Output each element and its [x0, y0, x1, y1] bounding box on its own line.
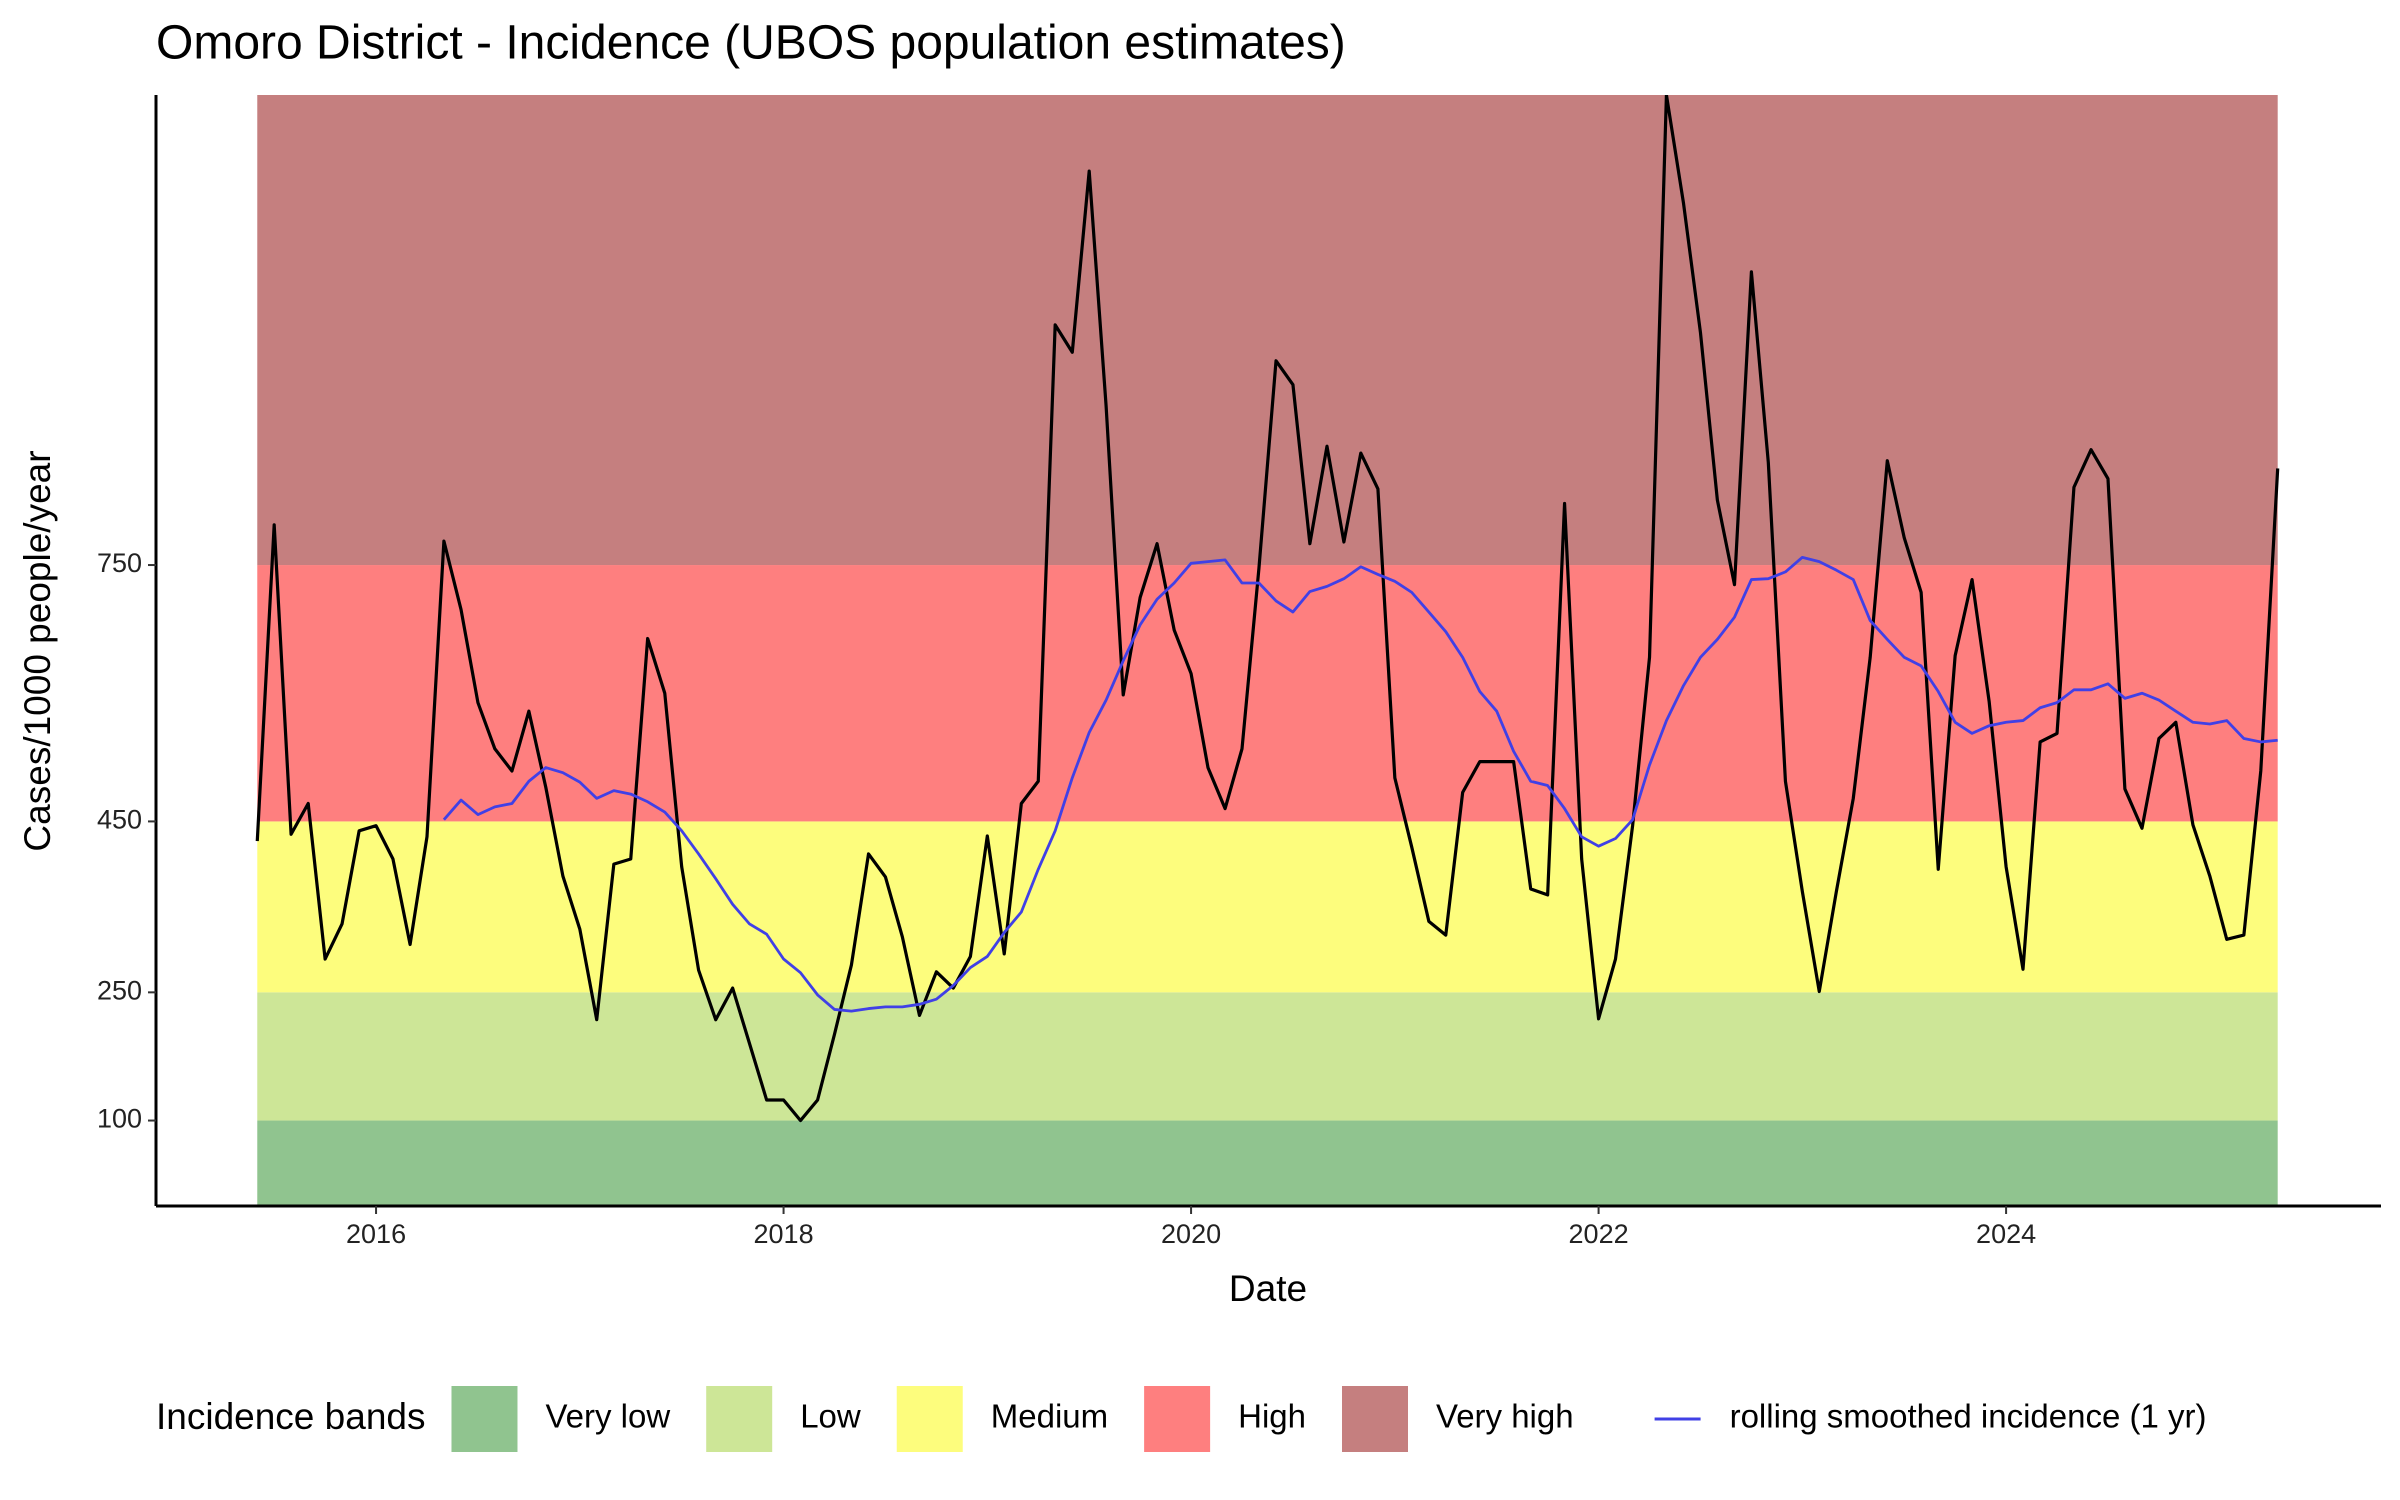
- chart-title: Omoro District - Incidence (UBOS populat…: [156, 17, 1346, 70]
- legend-swatch: [1342, 1386, 1408, 1452]
- y-tick-label: 100: [97, 1104, 142, 1134]
- legend-label: Very high: [1436, 1398, 1574, 1435]
- legend-swatch: [706, 1386, 773, 1452]
- y-axis-label: Cases/1000 people/year: [17, 450, 58, 851]
- legend-label: rolling smoothed incidence (1 yr): [1730, 1398, 2207, 1435]
- x-tick-label: 2024: [1976, 1219, 2036, 1249]
- legend-label: High: [1238, 1398, 1306, 1435]
- lines: [255, 95, 2280, 1123]
- x-axis-label: Date: [1229, 1268, 1307, 1309]
- series-line: [255, 95, 2280, 1123]
- y-tick-label: 250: [97, 975, 142, 1005]
- x-tick-label: 2018: [754, 1219, 814, 1249]
- bands: [257, 95, 2278, 1206]
- band: [257, 992, 2278, 1121]
- band: [257, 565, 2278, 822]
- legend-swatch: [451, 1386, 518, 1452]
- legend-swatch: [1144, 1386, 1211, 1452]
- x-tick-label: 2020: [1161, 1219, 1221, 1249]
- x-tick-label: 2016: [346, 1219, 406, 1249]
- legend: Incidence bands Very low Low Medium High Very…: [156, 1386, 2206, 1452]
- legend-swatch: [896, 1386, 963, 1452]
- band: [257, 95, 2278, 566]
- series-line: [442, 555, 2278, 1013]
- x-tick-label: 2022: [1569, 1219, 1629, 1249]
- band: [257, 1120, 2278, 1206]
- legend-label: Medium: [991, 1398, 1108, 1435]
- band: [257, 821, 2278, 993]
- y-tick-label: 750: [97, 548, 142, 578]
- axes: 100 250 450 750 2016 2018 2020 2022 2024: [97, 95, 2381, 1249]
- legend-label: Very low: [545, 1398, 670, 1435]
- y-tick-label: 450: [97, 805, 142, 835]
- legend-title: Incidence bands: [156, 1396, 425, 1437]
- legend-label: Low: [800, 1398, 861, 1435]
